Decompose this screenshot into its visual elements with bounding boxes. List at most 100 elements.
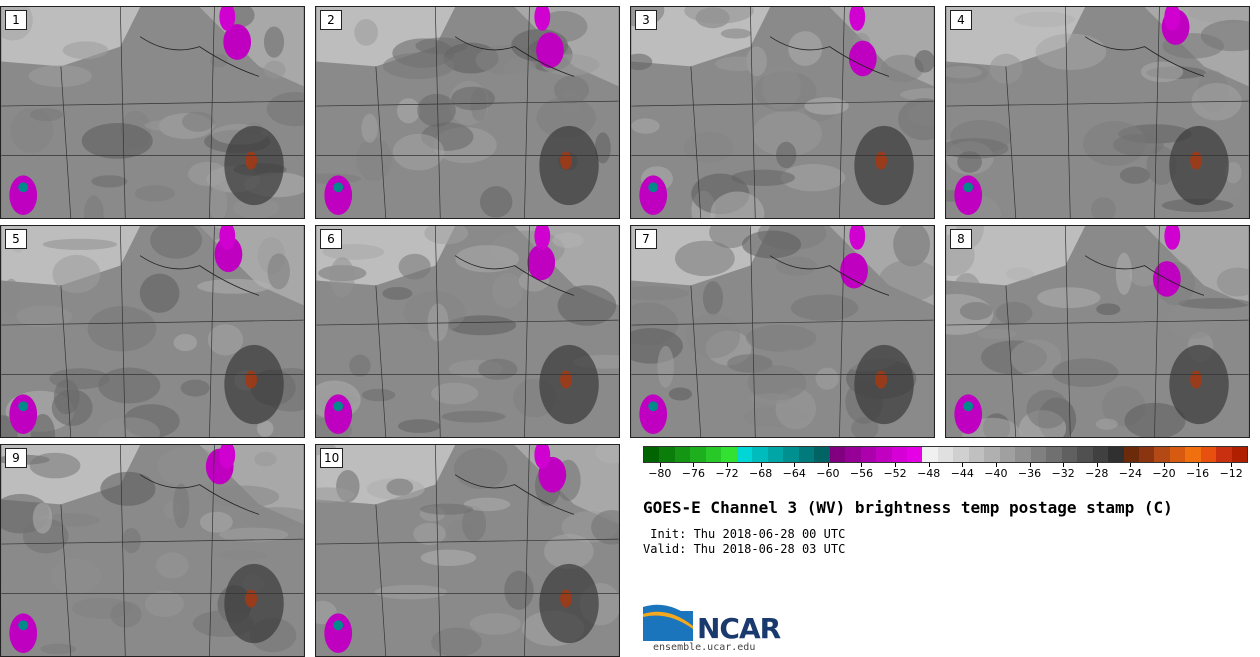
moisture-feature — [776, 256, 818, 276]
cold-cloud-top — [324, 394, 353, 435]
colorbar-segment — [1030, 447, 1047, 462]
moisture-feature — [110, 601, 142, 628]
moisture-feature — [1096, 303, 1121, 316]
colorbar-tick — [1231, 463, 1233, 467]
dry-region — [946, 226, 1086, 286]
colorbar-tick — [995, 463, 997, 467]
state-boundaries — [946, 226, 1249, 437]
moisture-feature — [752, 111, 823, 157]
moisture-feature — [83, 195, 104, 218]
moisture-feature — [427, 303, 449, 342]
colorbar-tick — [727, 463, 729, 467]
colorbar-tick-label: −52 — [883, 467, 907, 480]
valid-time: Valid: Thu 2018-06-28 03 UTC — [643, 542, 846, 556]
colorbar-tick-label: −72 — [715, 467, 739, 480]
moisture-feature — [815, 367, 839, 390]
colorbar-tick — [861, 463, 863, 467]
colorbar-segment — [1077, 447, 1093, 462]
cold-cloud-top — [9, 613, 38, 654]
cold-cloud-top — [1164, 7, 1181, 31]
wv-map — [631, 226, 934, 437]
cold-cloud-top — [324, 613, 353, 654]
wv-map — [631, 7, 934, 218]
colorbar-segment — [798, 447, 815, 462]
moisture-feature — [81, 122, 153, 159]
moisture-feature — [536, 97, 596, 139]
cold-cloud-top — [219, 226, 236, 250]
moisture-feature — [554, 75, 590, 104]
moisture-feature — [16, 305, 73, 328]
moisture-feature — [747, 365, 807, 401]
moisture-feature — [361, 388, 396, 402]
moisture-feature — [745, 324, 817, 352]
moisture-feature — [878, 259, 934, 302]
warm-spot — [875, 370, 888, 389]
coastline — [769, 255, 890, 296]
moisture-feature — [504, 570, 534, 610]
member-panel-7: 7 — [630, 225, 935, 438]
colorbar-tick-label: −60 — [816, 467, 840, 480]
moisture-feature — [631, 118, 660, 134]
moisture-feature — [208, 485, 280, 508]
moisture-feature — [591, 509, 619, 545]
coldest-cloud-top — [18, 182, 29, 193]
colorbar-segment — [752, 447, 768, 462]
moisture-feature — [145, 590, 184, 618]
state-boundaries — [1, 445, 304, 656]
coastline — [139, 474, 260, 515]
colorbar-segment — [690, 447, 706, 462]
member-number: 1 — [5, 10, 27, 30]
colorbar-tick — [1130, 463, 1132, 467]
moisture-feature — [1095, 418, 1118, 430]
moisture-feature — [502, 56, 538, 96]
colorbar-segment — [1015, 447, 1031, 462]
colorbar-segment — [736, 447, 753, 462]
colorbar-segment — [674, 447, 691, 462]
moisture-feature — [543, 533, 594, 570]
colorbar-tick — [1197, 463, 1199, 467]
moisture-feature — [139, 273, 180, 313]
cold-cloud-top — [848, 40, 877, 77]
state-boundaries — [316, 226, 619, 437]
moisture-feature — [173, 333, 198, 352]
moisture-feature — [209, 53, 229, 68]
coldest-cloud-top — [648, 182, 659, 193]
moisture-feature — [1113, 134, 1164, 156]
coastline — [454, 36, 575, 77]
colorbar-tick-label: −32 — [1051, 467, 1075, 480]
moisture-feature — [914, 50, 934, 73]
coldest-cloud-top — [333, 620, 344, 631]
member-panel-8: 8 — [945, 225, 1250, 438]
coastline — [139, 255, 260, 296]
colorbar-tick — [693, 463, 695, 467]
moisture-feature — [1010, 339, 1062, 377]
colorbar-tick-label: −12 — [1219, 467, 1243, 480]
member-panel-1: 1 — [0, 6, 305, 219]
wv-map — [946, 7, 1249, 218]
state-boundaries — [316, 445, 619, 656]
state-boundaries — [316, 7, 619, 218]
colorbar-tick-label: −44 — [950, 467, 974, 480]
moisture-feature — [1129, 266, 1159, 287]
cold-cloud-top — [534, 7, 551, 31]
warm-spot — [245, 589, 258, 608]
coastline — [769, 36, 890, 77]
moisture-feature — [455, 245, 519, 273]
warm-spot — [245, 370, 258, 389]
moisture-feature — [1115, 252, 1133, 295]
moisture-feature — [49, 368, 110, 390]
moisture-feature — [881, 54, 924, 83]
member-panel-4: 4 — [945, 6, 1250, 219]
colorbar-tick-label: −56 — [849, 467, 874, 480]
cold-cloud-top — [534, 226, 551, 250]
coastline — [139, 36, 260, 77]
colorbar-segment — [1231, 447, 1248, 462]
moisture-feature — [1216, 267, 1249, 297]
moisture-feature — [263, 60, 286, 79]
wv-map — [316, 7, 619, 218]
moisture-feature — [181, 111, 215, 132]
wv-map — [316, 226, 619, 437]
moisture-feature — [157, 446, 221, 488]
cold-cloud-top — [954, 394, 983, 435]
moisture-feature — [257, 420, 274, 437]
